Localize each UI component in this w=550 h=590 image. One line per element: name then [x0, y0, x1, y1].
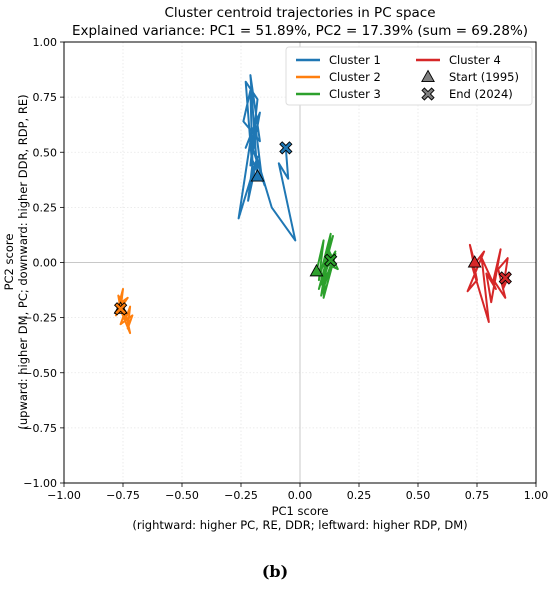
- end-marker-3: [324, 253, 338, 267]
- y-tick-label-2: −0.50: [23, 367, 57, 380]
- legend-swatch-start-icon: [421, 69, 435, 82]
- series-line-4: [466, 243, 511, 323]
- x-tick-label-1: −0.75: [106, 489, 140, 502]
- chart-subtitle: Explained variance: PC1 = 51.89%, PC2 = …: [72, 23, 528, 39]
- series-layer: [114, 74, 511, 335]
- y-tick-label-3: −0.25: [23, 312, 57, 325]
- x-tick-label-8: 1.00: [524, 489, 549, 502]
- x-tick-label-3: −0.25: [224, 489, 258, 502]
- x-tick-label-2: −0.50: [165, 489, 199, 502]
- y-tick-label-0: −1.00: [23, 477, 57, 490]
- end-marker-4: [498, 271, 512, 285]
- x-axis-label: PC1 score: [272, 504, 329, 518]
- x-tick-label-5: 0.25: [347, 489, 372, 502]
- y-tick-label-8: 1.00: [33, 36, 58, 49]
- y-tick-label-4: 0.00: [33, 257, 58, 270]
- start-marker-3: [309, 263, 324, 277]
- legend-swatch-end-icon: [421, 87, 435, 101]
- legend-label-2: Cluster 2: [329, 70, 381, 84]
- x-tick-label-4: 0.00: [288, 489, 313, 502]
- start-marker-1: [250, 169, 265, 182]
- legend-label-1: Cluster 1: [329, 53, 381, 67]
- y-tick-label-1: −0.75: [23, 422, 57, 435]
- y-ticks: −1.00 −0.75 −0.50 −0.25 0.00 0.25 0.50 0.75 1.00: [23, 36, 64, 490]
- end-marker-1: [279, 141, 293, 155]
- legend-label-3: Cluster 3: [329, 87, 381, 101]
- y-axis-label: PC2 score: [2, 234, 16, 291]
- end-marker-2: [114, 302, 128, 316]
- y-tick-label-6: 0.50: [33, 146, 58, 159]
- y-tick-label-5: 0.25: [33, 201, 58, 214]
- y-axis-label-secondary: (upward: higher DM, PC; downward: higher…: [16, 94, 30, 429]
- legend-label-4: Cluster 4: [449, 53, 501, 67]
- figure-caption: (b): [261, 562, 289, 581]
- start-marker-4: [467, 255, 482, 268]
- y-tick-label-7: 0.75: [33, 91, 58, 104]
- legend-box: [285, 46, 533, 106]
- legend-label-6: End (2024): [449, 87, 513, 101]
- marker-layer: [113, 141, 512, 316]
- legend-label-5: Start (1995): [449, 70, 519, 84]
- x-tick-label-6: 0.50: [406, 489, 431, 502]
- legend: Cluster 1 Cluster 2 Cluster 3 Cluster 4 Star…: [285, 46, 533, 106]
- x-tick-label-7: 0.75: [465, 489, 490, 502]
- x-axis-label-secondary: (rightward: higher PC, RE, DDR; leftward…: [132, 518, 467, 532]
- x-tick-label-0: −1.00: [47, 489, 81, 502]
- x-ticks: −1.00 −0.75 −0.50 −0.25 0.00 0.25 0.50 0.75 1.00: [47, 483, 548, 502]
- chart-title: Cluster centroid trajectories in PC spac…: [164, 5, 435, 21]
- zero-lines: [64, 42, 536, 483]
